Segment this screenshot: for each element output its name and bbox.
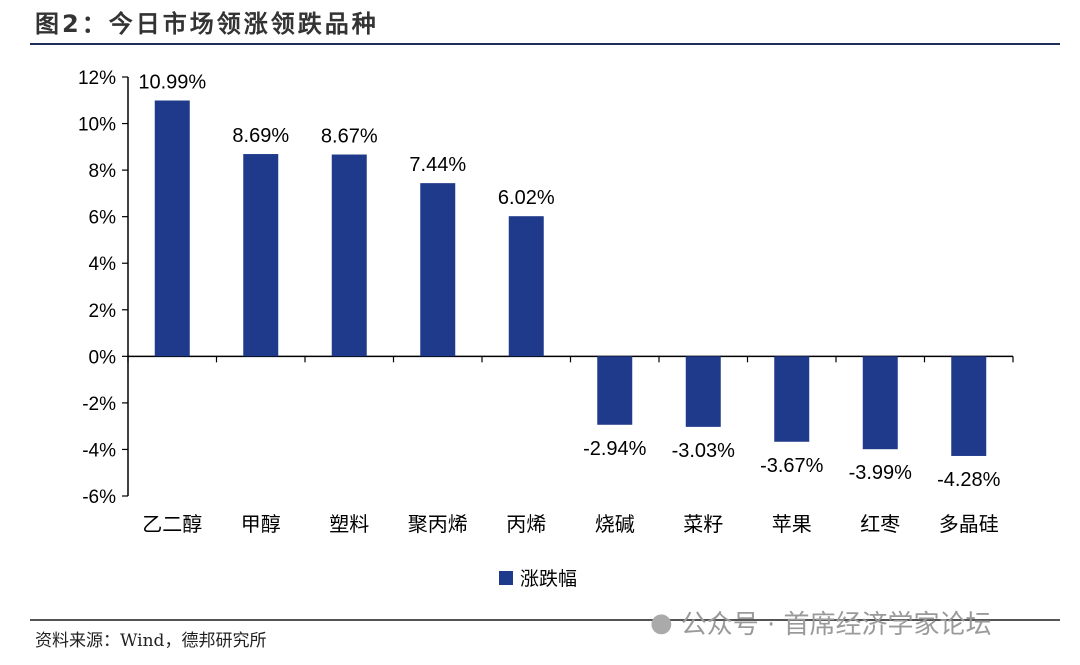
legend-swatch bbox=[499, 571, 513, 585]
data-label: -3.99% bbox=[849, 462, 913, 484]
wechat-icon: ● bbox=[650, 607, 673, 638]
data-label: -3.03% bbox=[672, 440, 736, 462]
footer-rule bbox=[30, 619, 1060, 621]
data-label: -4.28% bbox=[937, 469, 1001, 491]
data-label: -3.67% bbox=[760, 455, 824, 477]
bar-chart: 12% 10% 8% 6% 4% 2% 0% -2% -4% -6% 10.99% 乙二醇 8.69% 甲… bbox=[78, 68, 1014, 590]
watermark: ● 公众号 · 首席经济学家论坛 bbox=[650, 604, 991, 641]
bar bbox=[951, 356, 987, 456]
x-tick-label: 菜籽 bbox=[683, 513, 723, 536]
watermark-text: 公众号 · 首席经济学家论坛 bbox=[680, 610, 992, 640]
y-tick-label: 4% bbox=[89, 254, 117, 275]
y-tick-label: 2% bbox=[89, 301, 117, 322]
y-tick-label: 6% bbox=[89, 208, 117, 229]
x-tick-label: 塑料 bbox=[329, 513, 369, 536]
x-tick-label: 红枣 bbox=[860, 513, 900, 536]
data-label: 8.67% bbox=[321, 126, 378, 148]
y-tick-label: 12% bbox=[78, 68, 116, 89]
bar bbox=[508, 216, 544, 357]
data-label: -2.94% bbox=[583, 438, 647, 460]
data-label: 7.44% bbox=[409, 154, 466, 176]
x-tick-label: 乙二醇 bbox=[142, 513, 202, 536]
data-label: 6.02% bbox=[498, 187, 555, 209]
data-label: 8.69% bbox=[232, 125, 289, 147]
bar bbox=[420, 183, 456, 357]
bar bbox=[154, 100, 190, 357]
bar bbox=[331, 154, 367, 357]
y-tick-label: 0% bbox=[89, 347, 117, 368]
y-tick-label: -6% bbox=[82, 487, 116, 508]
bar bbox=[597, 356, 633, 425]
bar bbox=[685, 356, 721, 427]
x-tick-label: 甲醇 bbox=[241, 513, 281, 536]
title-rule bbox=[30, 43, 1060, 45]
y-tick-label: -4% bbox=[82, 440, 116, 461]
source-note: 资料来源：Wind，德邦研究所 bbox=[35, 631, 267, 651]
x-tick-label: 烧碱 bbox=[595, 513, 635, 536]
data-label: 10.99% bbox=[138, 72, 206, 94]
bar bbox=[774, 356, 810, 442]
x-tick-label: 丙烯 bbox=[506, 513, 546, 536]
x-tick-label: 苹果 bbox=[772, 513, 812, 536]
y-tick-label: 10% bbox=[78, 115, 116, 136]
bar bbox=[862, 356, 898, 450]
y-tick-label: -2% bbox=[82, 394, 116, 415]
y-tick-label: 8% bbox=[89, 161, 117, 182]
bar bbox=[243, 154, 279, 357]
figure-title: 图2：今日市场领涨领跌品种 bbox=[35, 10, 379, 38]
x-tick-label: 聚丙烯 bbox=[408, 513, 468, 536]
legend-label: 涨跌幅 bbox=[520, 568, 577, 590]
x-tick-label: 多晶硅 bbox=[939, 513, 999, 536]
